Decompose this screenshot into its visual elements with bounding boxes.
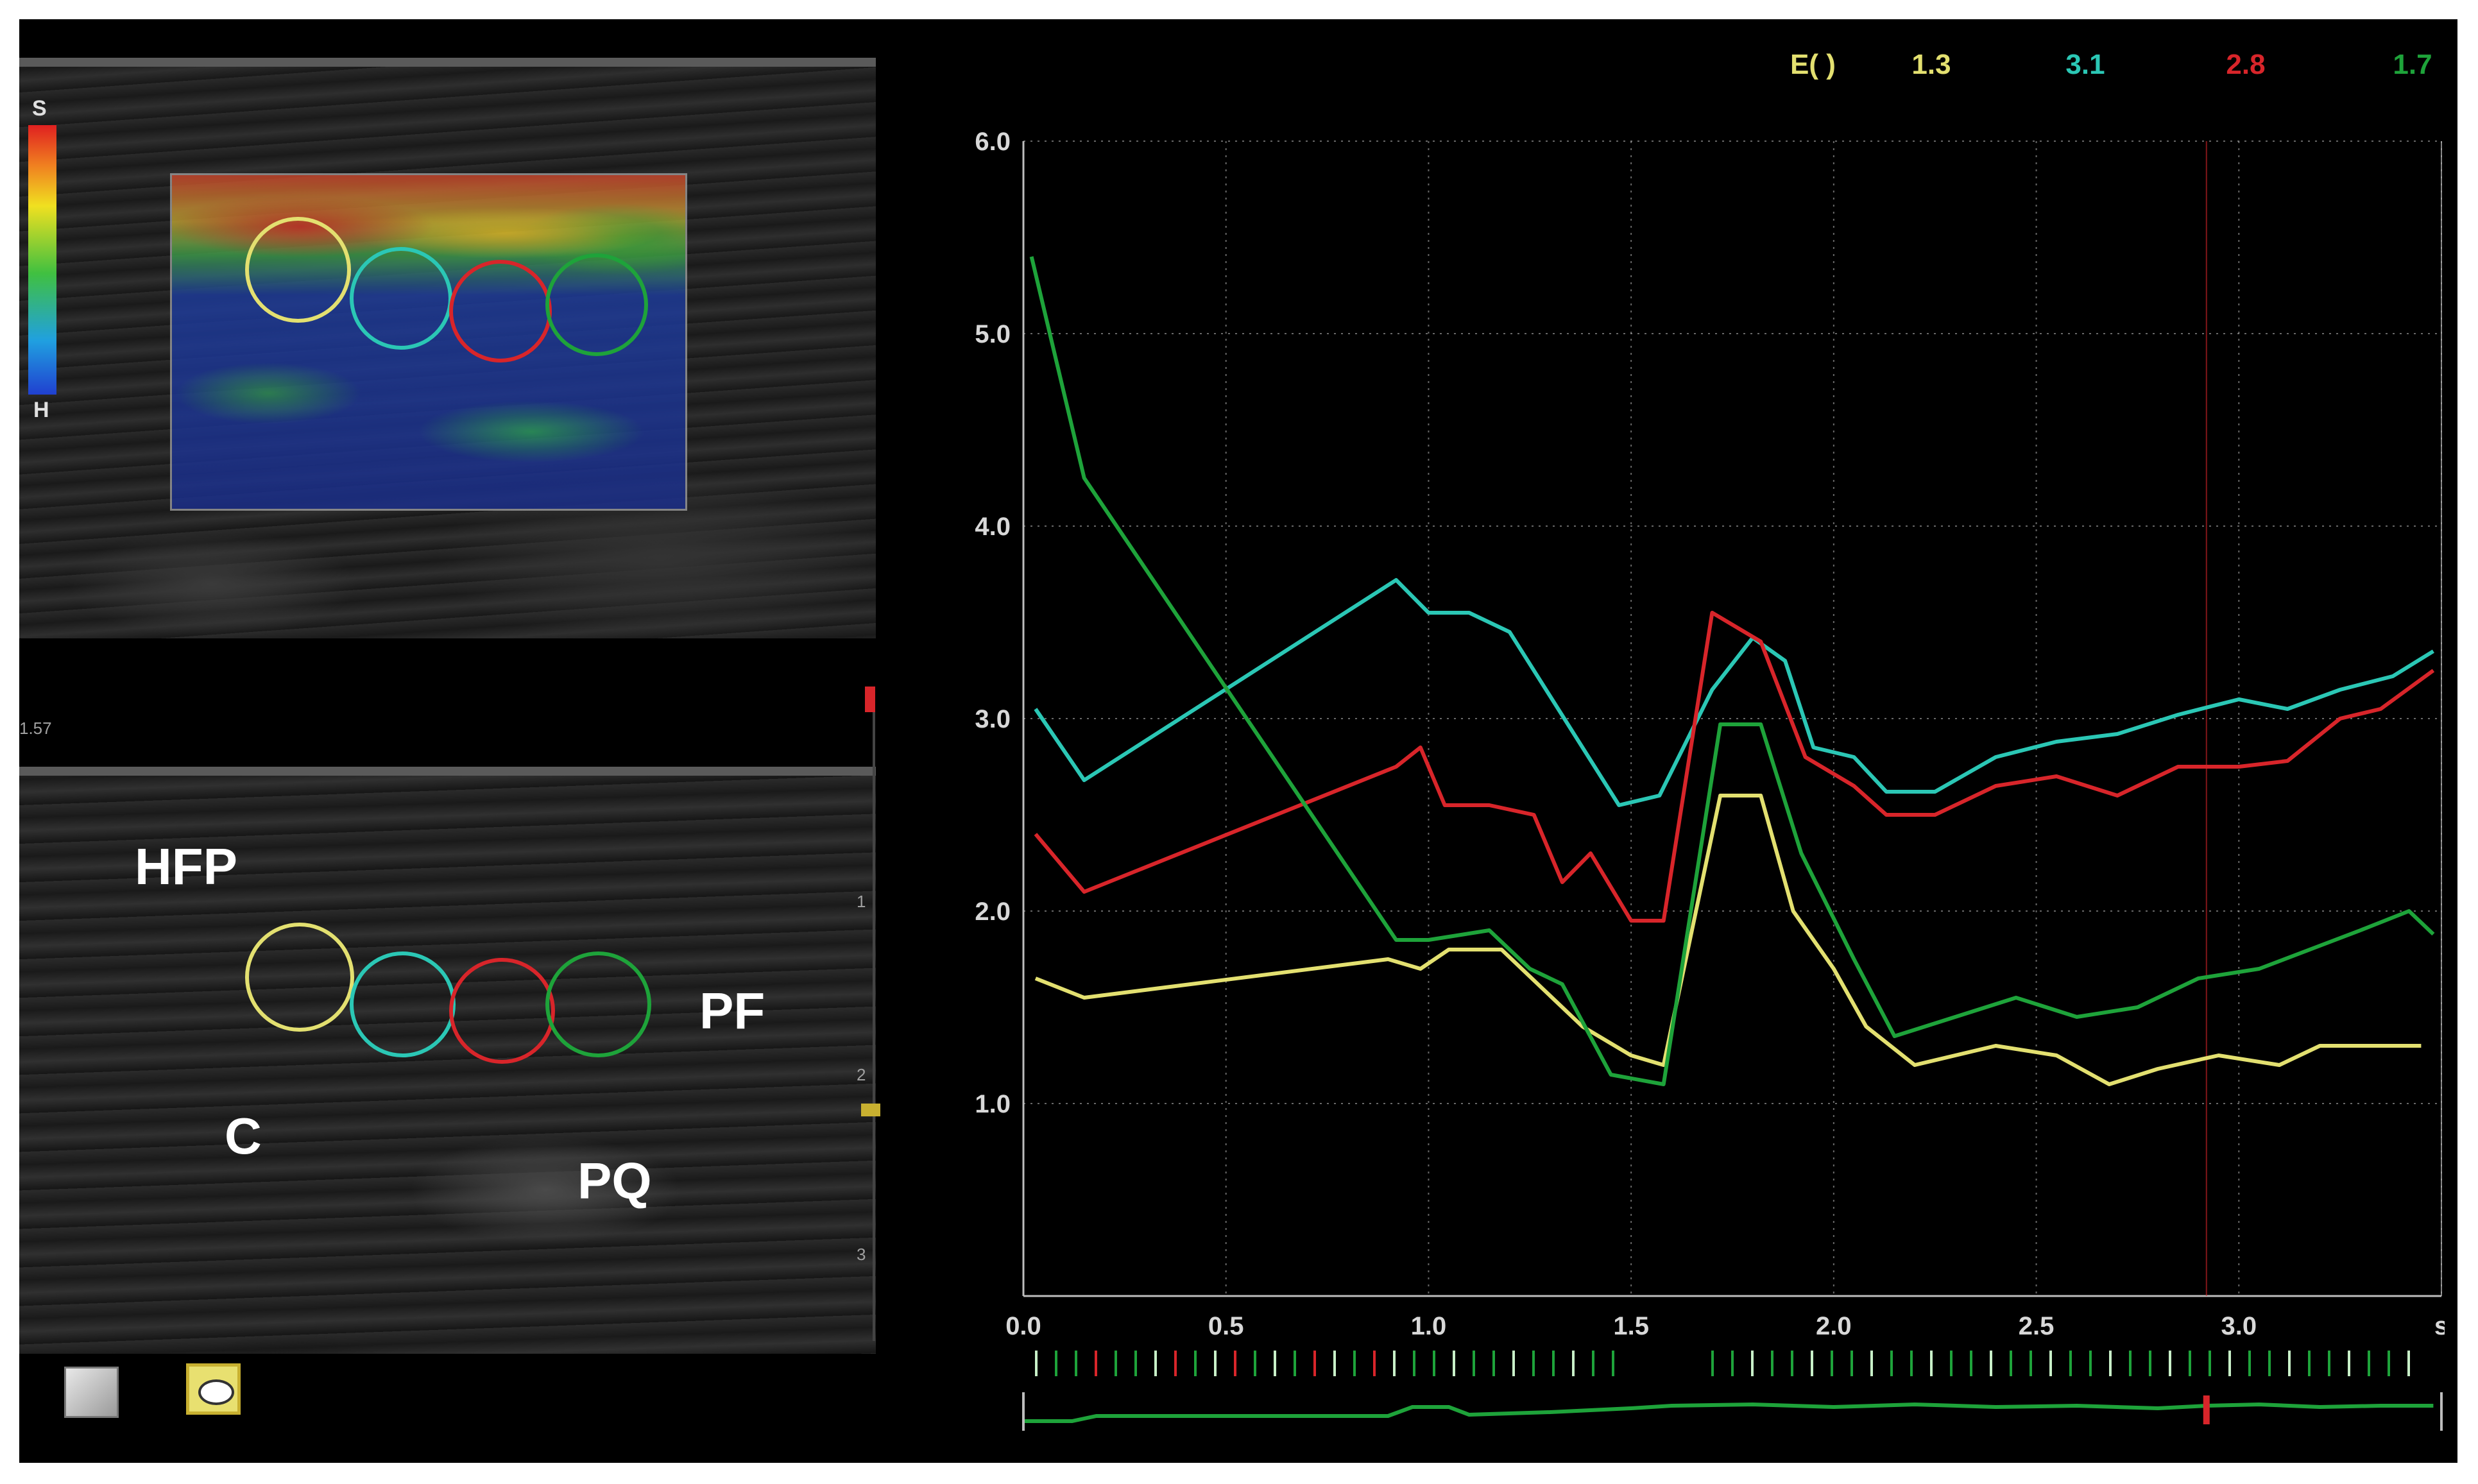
legend-value: 2.8 xyxy=(2226,49,2265,80)
y-tick-label: 4.0 xyxy=(975,513,1011,541)
legend-value: 3.1 xyxy=(2065,49,2105,80)
timeline-waveform xyxy=(1023,1402,2434,1423)
chart-legend: E( ) 1.3 3.1 2.8 1.7 xyxy=(1790,49,2432,80)
scale-mark: 2 xyxy=(857,1065,866,1084)
legend-value: 1.7 xyxy=(2393,49,2432,80)
x-tick-label: 3.0 xyxy=(2221,1312,2257,1340)
scale-mark: 3 xyxy=(857,1245,866,1264)
roi-circle-green[interactable] xyxy=(545,253,648,356)
roi-circle-cyan[interactable] xyxy=(350,247,452,350)
y-tick-label: 5.0 xyxy=(975,320,1011,348)
depth-scale: 1 2 3 xyxy=(853,687,892,1341)
timeline-strip[interactable] xyxy=(1022,1351,2443,1431)
roi-circle-yellow[interactable] xyxy=(245,923,354,1032)
chart-series xyxy=(1029,256,2435,1086)
label-pf: PF xyxy=(699,982,765,1039)
x-tick-label: s xyxy=(2434,1312,2445,1340)
colorbar-top-label: S xyxy=(32,96,47,121)
strain-chart: 1.0 2.0 3.0 4.0 5.0 6.0 0.0 0.5 1.0 1.5 2.0 2.5 3.0 s… xyxy=(975,49,2445,1431)
label-hfp: HFP xyxy=(135,838,237,895)
panel-top-bar xyxy=(19,767,876,776)
depth-marker[interactable] xyxy=(865,687,875,712)
roi-circle-red[interactable] xyxy=(449,958,555,1064)
x-tick-label: 1.0 xyxy=(1411,1312,1447,1340)
y-tick-label: 6.0 xyxy=(975,128,1011,156)
bmode-image: HFP PF C PQ xyxy=(19,767,876,1354)
roi-circle-green[interactable] xyxy=(545,951,651,1057)
series-line-1.7[interactable] xyxy=(1029,256,2435,1086)
x-tick-label: 2.0 xyxy=(1816,1312,1852,1340)
x-tick-label: 0.0 xyxy=(1005,1312,1041,1340)
panel-top-bar xyxy=(19,58,876,67)
legend-value: 1.3 xyxy=(1911,49,1951,80)
roi-circle-red[interactable] xyxy=(449,260,552,362)
label-c: C xyxy=(225,1107,262,1164)
series-line-1.3[interactable] xyxy=(1034,794,2422,1086)
roi-circle-yellow[interactable] xyxy=(245,217,351,323)
y-tick-label: 2.0 xyxy=(975,898,1011,926)
roi-ellipse-icon[interactable] xyxy=(186,1363,241,1415)
colorbar-bottom-label: H xyxy=(33,398,49,422)
series-line-3.1[interactable] xyxy=(1034,578,2434,807)
x-tick-label: 1.5 xyxy=(1613,1312,1649,1340)
x-tick-label: 0.5 xyxy=(1208,1312,1244,1340)
ultrasound-screen: S H 1.57 HFP PF C PQ 1 2 3 1.0 2.0 3.0 4.0 5… xyxy=(19,19,2457,1463)
series-line-2.8[interactable] xyxy=(1034,611,2435,923)
label-pq: PQ xyxy=(577,1152,652,1209)
y-tick-label: 3.0 xyxy=(975,705,1011,733)
y-tick-label: 1.0 xyxy=(975,1090,1011,1118)
roi-circle-cyan[interactable] xyxy=(350,951,456,1057)
x-tick-label: 2.5 xyxy=(2019,1312,2055,1340)
scale-mark: 1 xyxy=(857,892,866,911)
chart-grid xyxy=(1023,141,2442,1296)
focus-marker[interactable] xyxy=(861,1104,880,1116)
chart-axes: 1.0 2.0 3.0 4.0 5.0 6.0 0.0 0.5 1.0 1.5 2.0 2.5 3.0 s xyxy=(975,128,2445,1340)
elastography-image: S H xyxy=(19,58,876,638)
timeline-cursor-marker[interactable] xyxy=(2203,1395,2210,1424)
strain-colorbar xyxy=(28,125,56,395)
ruler-icon[interactable] xyxy=(64,1367,119,1418)
legend-header: E( ) xyxy=(1790,49,1836,80)
depth-readout: 1.57 xyxy=(19,719,52,738)
